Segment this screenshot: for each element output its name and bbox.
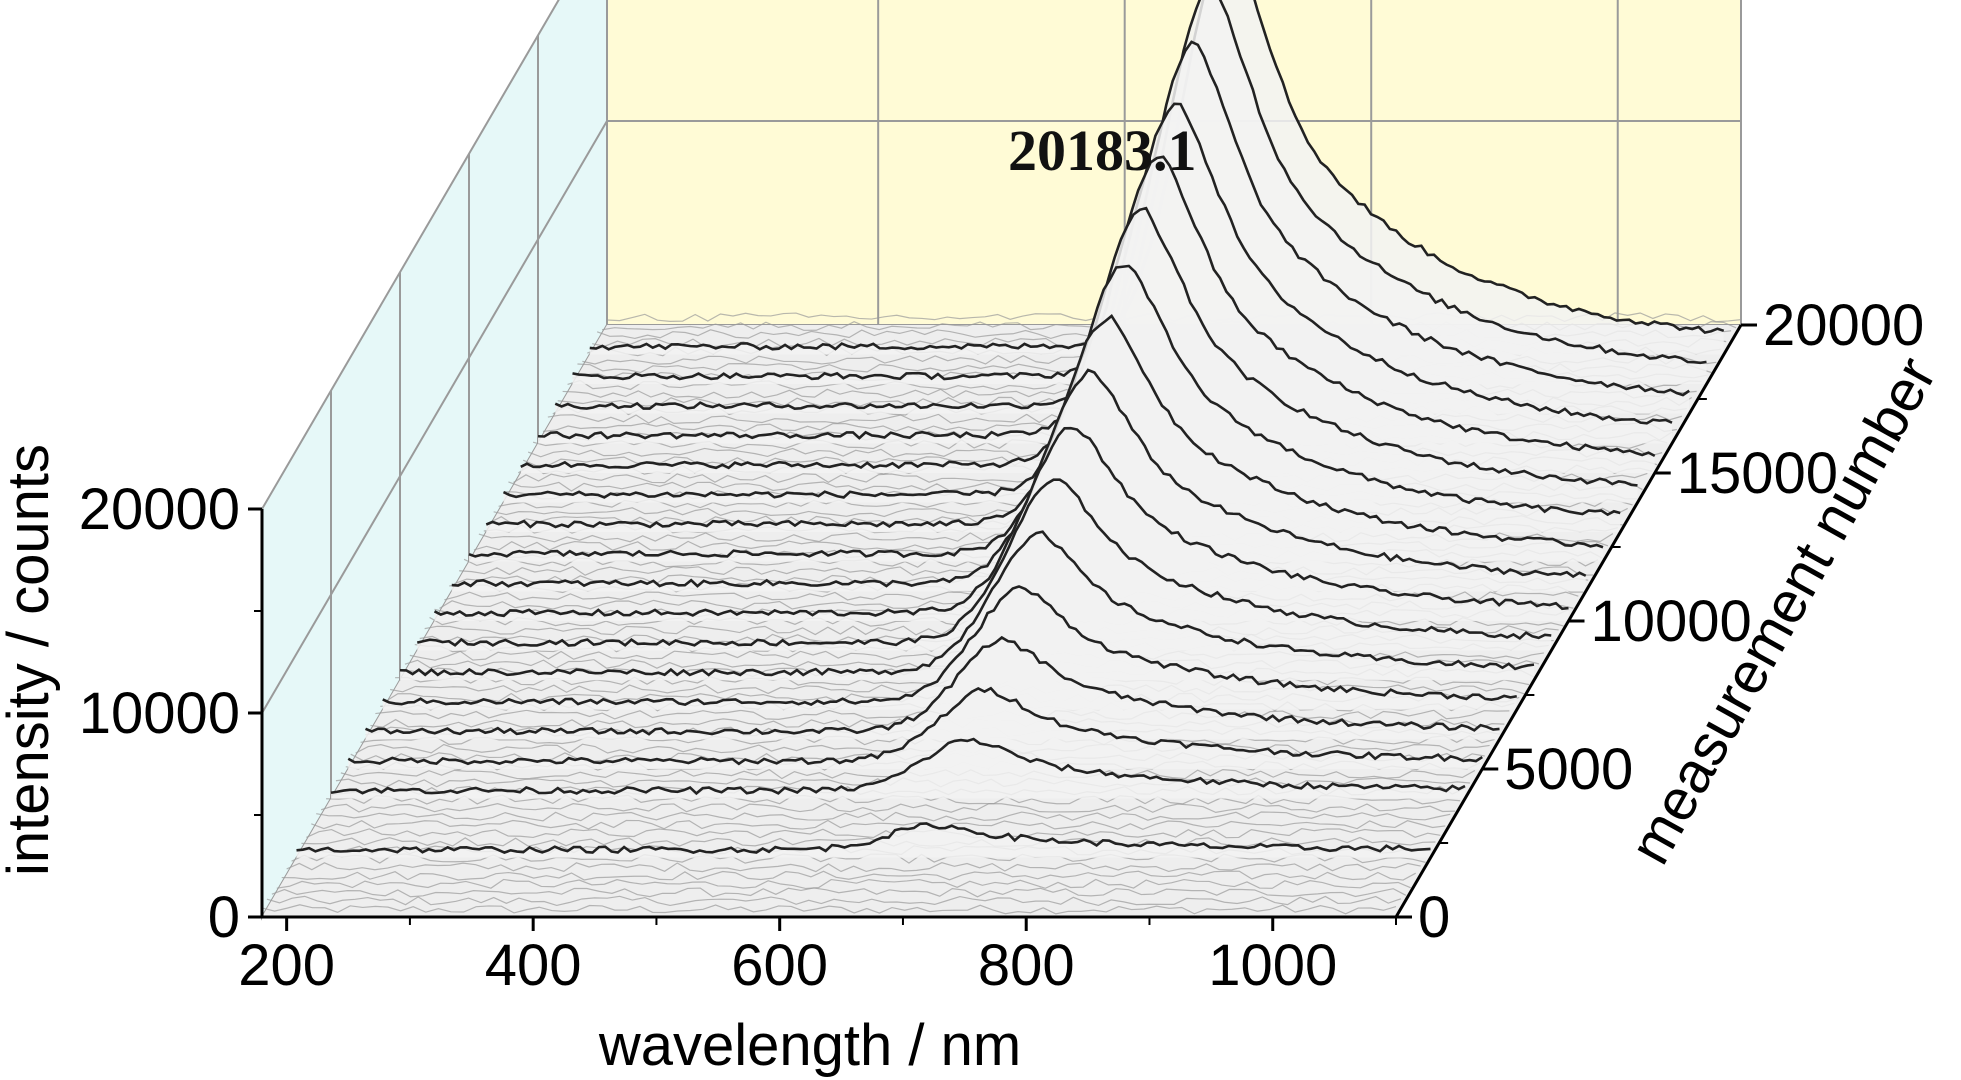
floor-noise-trace — [316, 811, 1451, 822]
peak-value-label: 20183.1 — [1008, 118, 1197, 183]
floor-noise-trace — [276, 878, 1412, 890]
x-tick-label: 600 — [731, 933, 828, 998]
spectrum-fill — [382, 586, 1517, 710]
x-axis-ticks: 200 400 600 800 1000 — [238, 917, 1397, 998]
floor-noise-trace — [261, 904, 1397, 915]
spectrum-trace — [382, 585, 1517, 707]
spectrum-trace — [399, 530, 1535, 677]
floor-noise-trace — [281, 870, 1417, 881]
spectrum-trace — [416, 478, 1552, 647]
spectrum-fill — [296, 823, 1431, 858]
x-tick-label: 400 — [485, 933, 582, 998]
floor-noise-trace — [286, 862, 1421, 873]
x-axis-title: wavelength / nm — [598, 1013, 1021, 1078]
z-axis-title: intensity / counts — [0, 444, 61, 876]
y-axis-ticks: 0 5000 10000 15000 20000 — [1396, 293, 1924, 950]
spectrum-trace — [347, 686, 1483, 766]
floor-noise-trace — [320, 802, 1456, 814]
spectrum-traces — [296, 0, 1725, 858]
spectrum-fill — [589, 0, 1724, 355]
y-tick-label: 20000 — [1763, 293, 1924, 358]
wall-gridline — [261, 120, 608, 714]
z-tick-label: 20000 — [79, 477, 240, 542]
y-tick-label: 15000 — [1677, 441, 1838, 506]
floor-noise-trace — [266, 895, 1402, 907]
spectrum-fill — [365, 637, 1500, 740]
y-tick-label: 10000 — [1591, 589, 1752, 654]
z-tick-label: 0 — [208, 885, 240, 950]
x-tick-label: 800 — [978, 933, 1075, 998]
y-tick-label: 5000 — [1504, 737, 1633, 802]
x-tick-label: 200 — [238, 933, 335, 998]
floor-noise-trace — [311, 819, 1446, 830]
z-axis-ticks: 0 10000 20000 — [79, 477, 262, 950]
spectrum-trace — [296, 822, 1431, 855]
spectrum-trace — [364, 635, 1500, 736]
floor-noise-trace — [271, 887, 1407, 898]
floor-noise-trace — [301, 836, 1436, 847]
spectrum-trace — [330, 737, 1466, 796]
x-tick-label: 1000 — [1208, 933, 1337, 998]
y-tick-label: 0 — [1418, 885, 1450, 950]
spectrum-fill — [348, 688, 1483, 769]
spectrum-fill — [331, 739, 1465, 799]
floor-noise-trace — [306, 828, 1441, 839]
z-tick-label: 10000 — [79, 681, 240, 746]
spectrum-trace — [433, 426, 1569, 618]
